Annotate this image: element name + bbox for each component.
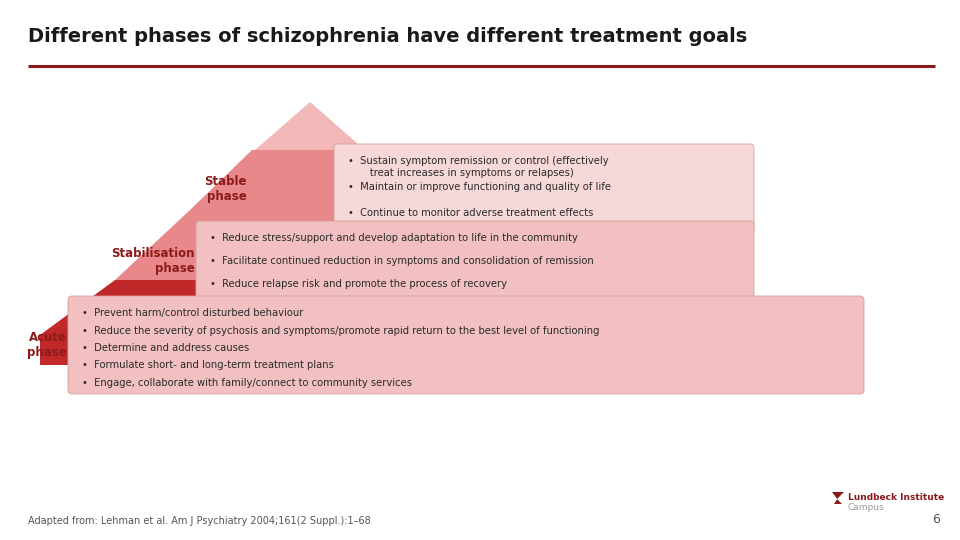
FancyBboxPatch shape	[334, 144, 754, 234]
Text: •  Facilitate continued reduction in symptoms and consolidation of remission: • Facilitate continued reduction in symp…	[210, 256, 593, 266]
FancyBboxPatch shape	[196, 221, 754, 301]
Polygon shape	[255, 102, 365, 150]
Text: •  Engage, collaborate with family/connect to community services: • Engage, collaborate with family/connec…	[82, 378, 412, 388]
Text: •  Reduce the severity of psychosis and symptoms/promote rapid return to the bes: • Reduce the severity of psychosis and s…	[82, 326, 599, 335]
Text: Stable
phase: Stable phase	[204, 175, 247, 203]
Text: •  Determine and address causes: • Determine and address causes	[82, 343, 250, 353]
Text: Adapted from: Lehman et al. Am J Psychiatry 2004;161(2 Suppl.):1–68: Adapted from: Lehman et al. Am J Psychia…	[28, 516, 371, 526]
Text: •  Sustain symptom remission or control (effectively
       treat increases in s: • Sustain symptom remission or control (…	[348, 156, 609, 178]
Text: 6: 6	[932, 513, 940, 526]
Text: Acute
phase: Acute phase	[27, 331, 67, 359]
Text: Campus: Campus	[848, 503, 884, 512]
Text: Different phases of schizophrenia have different treatment goals: Different phases of schizophrenia have d…	[28, 27, 747, 46]
Polygon shape	[832, 492, 844, 504]
Text: •  Prevent harm/control disturbed behaviour: • Prevent harm/control disturbed behavio…	[82, 308, 303, 318]
Polygon shape	[190, 150, 430, 210]
Text: •  Reduce relapse risk and promote the process of recovery: • Reduce relapse risk and promote the pr…	[210, 279, 507, 289]
Text: Stabilisation
phase: Stabilisation phase	[111, 247, 195, 275]
Polygon shape	[115, 210, 505, 280]
Polygon shape	[40, 335, 580, 365]
Text: •  Maintain or improve functioning and quality of life: • Maintain or improve functioning and qu…	[348, 182, 611, 192]
FancyBboxPatch shape	[68, 296, 864, 394]
Text: Lundbeck Institute: Lundbeck Institute	[848, 493, 945, 502]
Text: •  Continue to monitor adverse treatment effects: • Continue to monitor adverse treatment …	[348, 208, 593, 218]
Polygon shape	[40, 280, 580, 335]
Text: •  Reduce stress/support and develop adaptation to life in the community: • Reduce stress/support and develop adap…	[210, 233, 578, 243]
Text: •  Formulate short- and long-term treatment plans: • Formulate short- and long-term treatme…	[82, 361, 334, 370]
